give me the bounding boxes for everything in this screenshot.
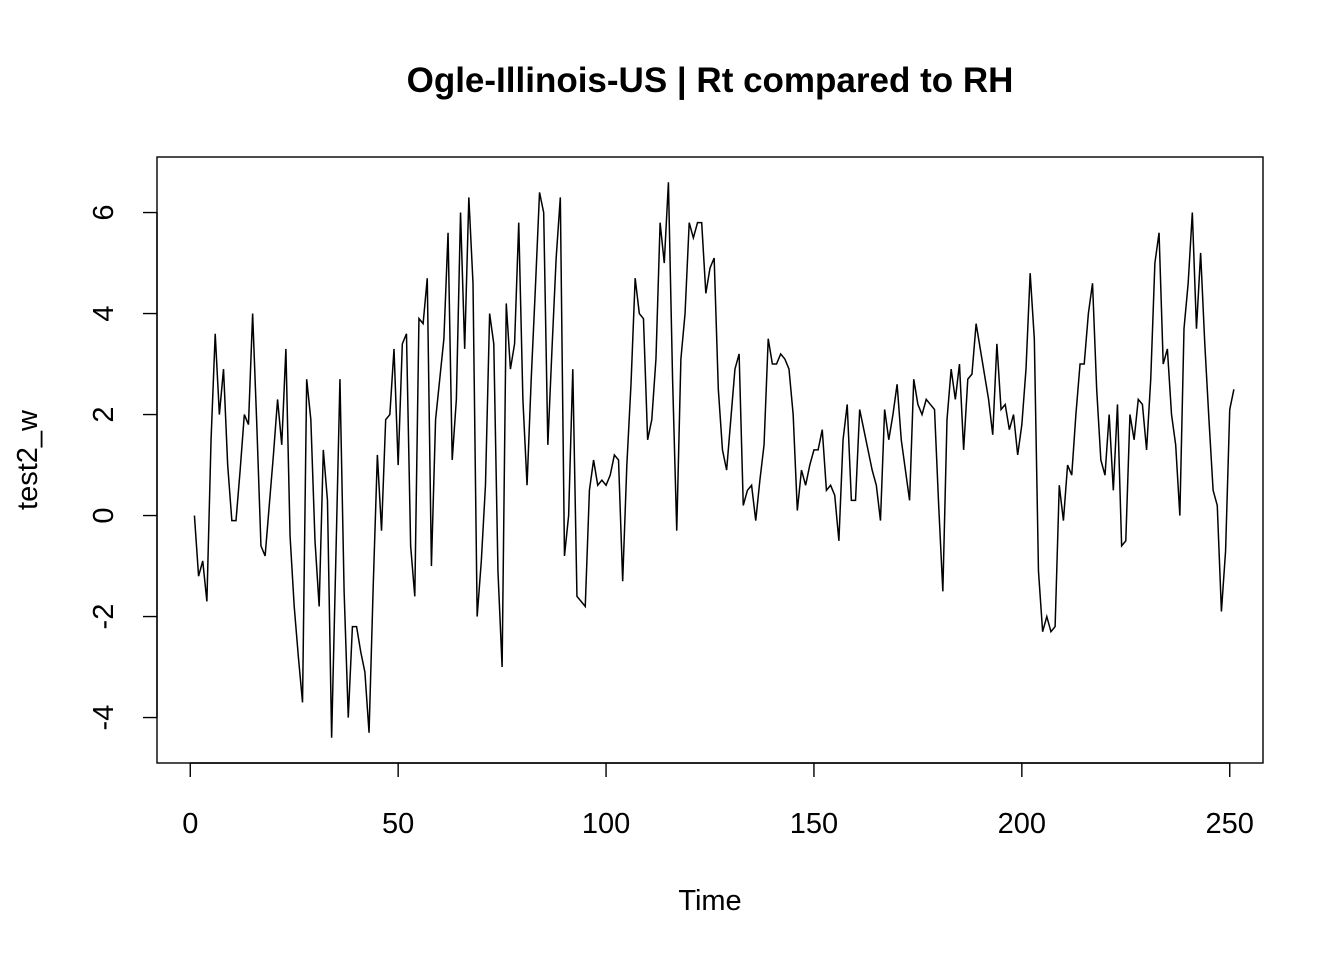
y-tick-label: 2	[88, 406, 120, 422]
x-axis: 0 50 100 150 200 250	[182, 762, 1254, 840]
x-tick-label: 200	[998, 808, 1046, 840]
y-tick-label: 0	[88, 507, 120, 523]
series-layer	[193, 182, 1235, 738]
series-line-1	[193, 182, 1235, 738]
y-tick-label: 6	[88, 204, 120, 220]
x-tick-label: 250	[1206, 808, 1254, 840]
y-tick-label: 4	[88, 305, 120, 321]
x-tick-label: 50	[382, 808, 414, 840]
x-tick-label: 150	[790, 808, 838, 840]
x-axis-label: Time	[678, 885, 741, 917]
chart-title: Ogle-Illinois-US | Rt compared to RH	[407, 61, 1014, 100]
y-axis: -4 -2 0 2 4 6	[88, 204, 158, 731]
y-axis-label: test2_w	[12, 409, 44, 510]
y-tick-label: -4	[88, 705, 120, 731]
y-tick-label: -2	[88, 604, 120, 630]
x-tick-label: 0	[182, 808, 198, 840]
x-tick-label: 100	[582, 808, 630, 840]
